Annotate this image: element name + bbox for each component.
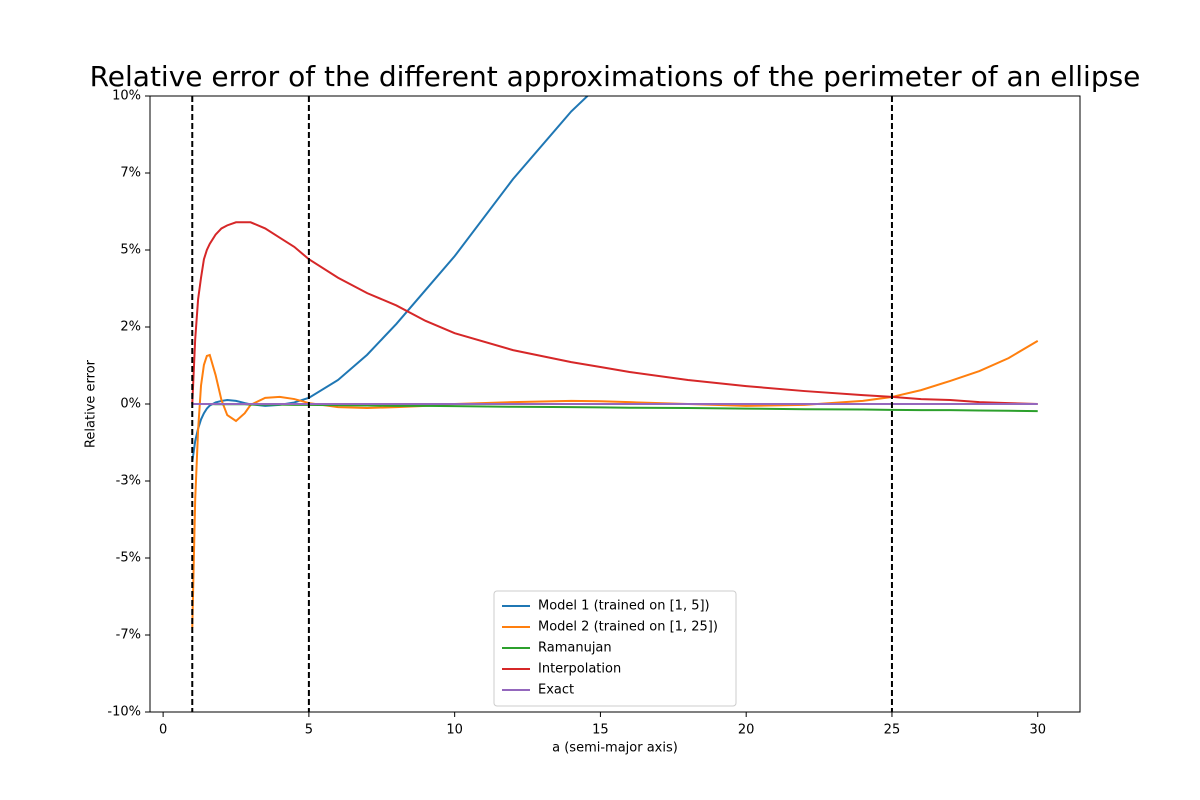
x-tick-label: 20 <box>738 723 755 738</box>
chart-title: Relative error of the different approxim… <box>90 60 1141 93</box>
x-tick-label: 5 <box>305 723 313 738</box>
y-tick-label: -10% <box>107 705 141 720</box>
y-tick-label: 10% <box>112 89 141 104</box>
y-tick-label: -5% <box>116 551 141 566</box>
legend-label: Model 2 (trained on [1, 25]) <box>538 620 718 635</box>
legend-label: Model 1 (trained on [1, 5]) <box>538 599 710 614</box>
y-tick-label: -7% <box>116 628 141 643</box>
y-tick-label: -3% <box>116 474 141 489</box>
x-tick-label: 10 <box>446 723 463 738</box>
y-axis-label: Relative error <box>84 359 99 448</box>
series-line <box>191 339 1039 628</box>
legend-label: Ramanujan <box>538 641 612 656</box>
legend-label: Exact <box>538 683 574 698</box>
plot-area <box>191 96 1039 712</box>
series-line <box>192 403 1038 413</box>
y-tick-label: 7% <box>120 166 141 181</box>
x-axis-label: a (semi-major axis) <box>552 741 678 756</box>
x-tick-label: 15 <box>592 723 609 738</box>
x-tick-label: 0 <box>159 723 167 738</box>
x-tick-label: 30 <box>1029 723 1046 738</box>
y-tick-label: 2% <box>120 320 141 335</box>
legend-box <box>493 590 737 707</box>
legend-label: Interpolation <box>538 662 621 677</box>
x-tick-label: 25 <box>884 723 901 738</box>
y-tick-label: 5% <box>120 243 141 258</box>
y-tick-label: 0% <box>120 397 141 412</box>
series-line <box>191 221 1038 405</box>
